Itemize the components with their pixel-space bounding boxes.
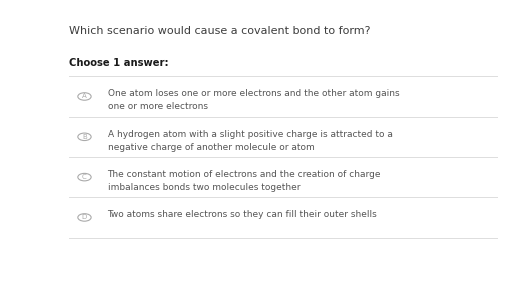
Text: D: D xyxy=(82,215,87,220)
Text: Choose 1 answer:: Choose 1 answer: xyxy=(69,58,169,68)
Text: Two atoms share electrons so they can fill their outer shells: Two atoms share electrons so they can fi… xyxy=(108,210,377,219)
Text: A hydrogen atom with a slight positive charge is attracted to a
negative charge : A hydrogen atom with a slight positive c… xyxy=(108,130,392,152)
Text: The constant motion of electrons and the creation of charge
imbalances bonds two: The constant motion of electrons and the… xyxy=(108,170,381,192)
Text: A: A xyxy=(82,94,87,99)
Text: Which scenario would cause a covalent bond to form?: Which scenario would cause a covalent bo… xyxy=(69,26,371,36)
Text: B: B xyxy=(82,134,87,140)
Text: C: C xyxy=(82,174,87,180)
Text: One atom loses one or more electrons and the other atom gains
one or more electr: One atom loses one or more electrons and… xyxy=(108,89,399,111)
